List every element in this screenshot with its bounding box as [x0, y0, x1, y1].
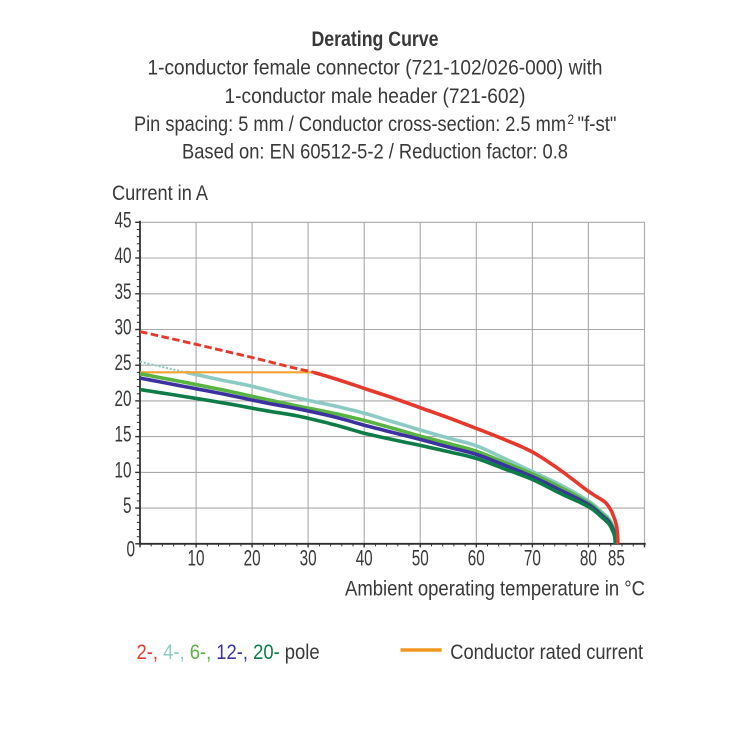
svg-text:2-,: 2-, — [137, 640, 159, 664]
svg-text:45: 45 — [115, 207, 132, 232]
svg-text:20: 20 — [115, 386, 132, 411]
svg-text:60: 60 — [468, 546, 485, 571]
svg-text:10: 10 — [115, 457, 132, 482]
svg-text:25: 25 — [115, 350, 132, 375]
svg-text:50: 50 — [412, 546, 429, 571]
svg-text:Derating Curve: Derating Curve — [312, 27, 439, 51]
svg-text:15: 15 — [115, 422, 132, 447]
svg-text:Pin spacing: 5 mm / Conductor: Pin spacing: 5 mm / Conductor cross-sect… — [134, 112, 566, 136]
svg-text:pole: pole — [285, 640, 320, 664]
svg-text:6-,: 6-, — [190, 640, 212, 664]
svg-text:30: 30 — [300, 546, 317, 571]
svg-text:"f-st": "f-st" — [578, 112, 617, 136]
svg-text:85: 85 — [608, 546, 625, 571]
svg-text:4-,: 4-, — [163, 640, 185, 664]
svg-text:Based on: EN 60512-5-2 / Reduc: Based on: EN 60512-5-2 / Reduction facto… — [182, 140, 568, 164]
svg-text:20: 20 — [244, 546, 261, 571]
svg-text:Conductor rated current: Conductor rated current — [450, 640, 643, 664]
svg-text:12-,: 12-, — [216, 640, 248, 664]
svg-text:Current in A: Current in A — [112, 181, 209, 205]
svg-text:2: 2 — [568, 112, 575, 127]
svg-text:1-conductor male header (721-6: 1-conductor male header (721-602) — [225, 84, 526, 108]
svg-text:5: 5 — [123, 493, 132, 518]
svg-text:35: 35 — [115, 279, 132, 304]
svg-text:80: 80 — [580, 546, 597, 571]
svg-text:20-: 20- — [253, 640, 280, 664]
svg-text:30: 30 — [115, 314, 132, 339]
svg-text:70: 70 — [524, 546, 541, 571]
svg-text:1-conductor female connector (: 1-conductor female connector (721-102/02… — [148, 56, 603, 80]
svg-text:10: 10 — [188, 546, 205, 571]
svg-text:40: 40 — [356, 546, 373, 571]
svg-text:Ambient operating temperature: Ambient operating temperature in °C — [345, 576, 645, 600]
svg-text:40: 40 — [115, 243, 132, 268]
svg-text:0: 0 — [127, 537, 136, 562]
